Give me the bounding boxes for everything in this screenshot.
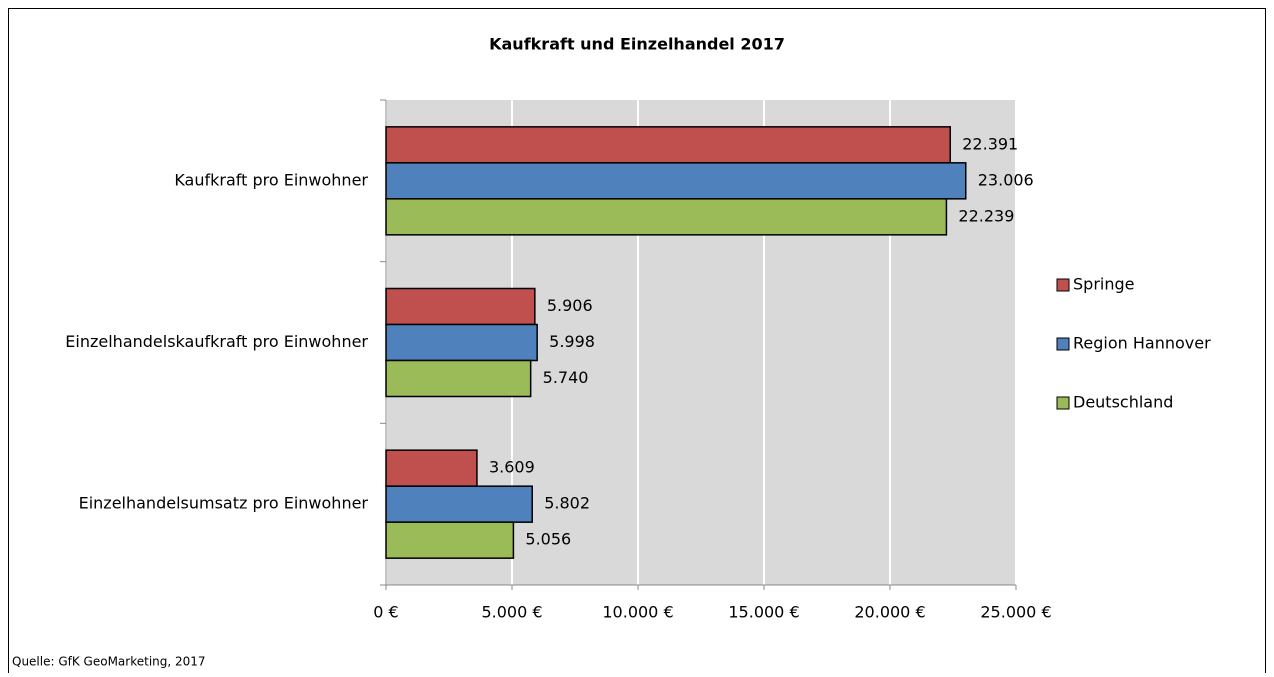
bar <box>385 126 952 164</box>
bar <box>385 198 948 236</box>
x-tick-label: 10.000 € <box>602 603 673 622</box>
y-tick-label: Einzelhandelsumsatz pro Einwohner <box>79 494 369 513</box>
x-tick-label: 5.000 € <box>481 603 542 622</box>
x-tick-label: 20.000 € <box>854 603 925 622</box>
bar <box>385 323 538 362</box>
y-tick-label: Einzelhandelskaufkraft pro Einwohner <box>65 332 368 351</box>
legend-swatch <box>1056 396 1070 410</box>
value-label: 5.906 <box>547 296 593 315</box>
value-label: 5.056 <box>525 530 571 549</box>
source-note: Quelle: GfK GeoMarketing, 2017 <box>12 655 206 669</box>
x-tick-label: 0 € <box>373 603 398 622</box>
bar <box>385 521 515 559</box>
value-label: 5.802 <box>544 494 590 513</box>
x-tick-label: 15.000 € <box>728 603 799 622</box>
value-label: 23.006 <box>978 170 1034 189</box>
value-label: 3.609 <box>489 458 535 477</box>
legend-swatch <box>1056 278 1070 292</box>
legend-label: Deutschland <box>1073 393 1173 412</box>
value-label: 5.740 <box>543 368 589 387</box>
value-label: 22.391 <box>962 134 1018 153</box>
legend-swatch <box>1056 337 1070 351</box>
bar <box>385 162 967 200</box>
bar <box>385 287 536 326</box>
bar <box>385 485 533 523</box>
chart-title: Kaufkraft und Einzelhandel 2017 <box>489 35 785 54</box>
legend-label: Region Hannover <box>1073 334 1211 353</box>
bar <box>385 359 532 398</box>
bar <box>385 449 478 487</box>
value-label: 5.998 <box>549 332 595 351</box>
legend-label: Springe <box>1073 275 1134 294</box>
x-tick-label: 25.000 € <box>980 603 1051 622</box>
y-tick-label: Kaufkraft pro Einwohner <box>174 170 368 189</box>
value-label: 22.239 <box>958 206 1014 225</box>
